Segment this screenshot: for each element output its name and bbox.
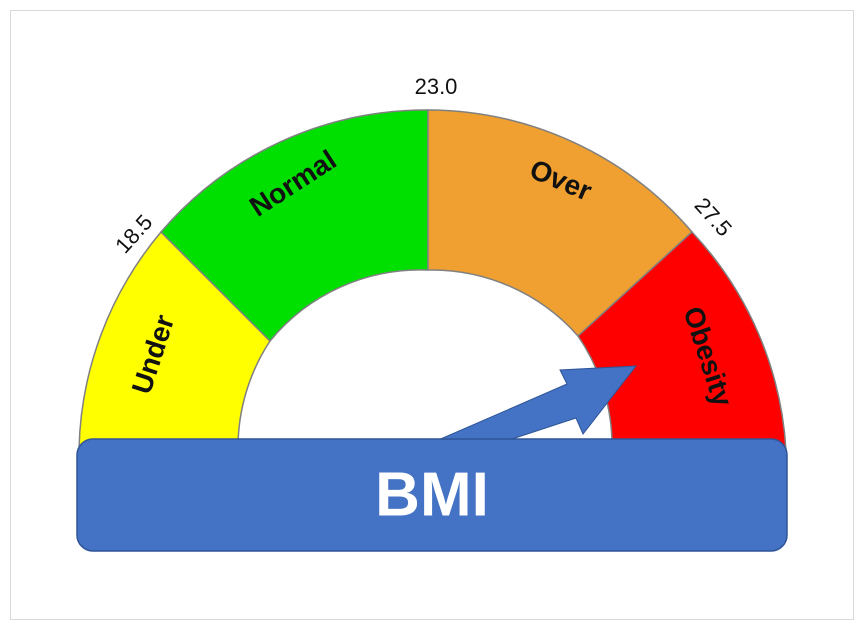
tick-label-23-0: 23.0 (415, 74, 458, 99)
bmi-banner (76, 438, 788, 552)
segment-over (427, 109, 694, 338)
bmi-title: BMI (375, 460, 489, 529)
segment-under (78, 230, 271, 451)
tick-label-27-5: 27.5 (690, 193, 737, 242)
